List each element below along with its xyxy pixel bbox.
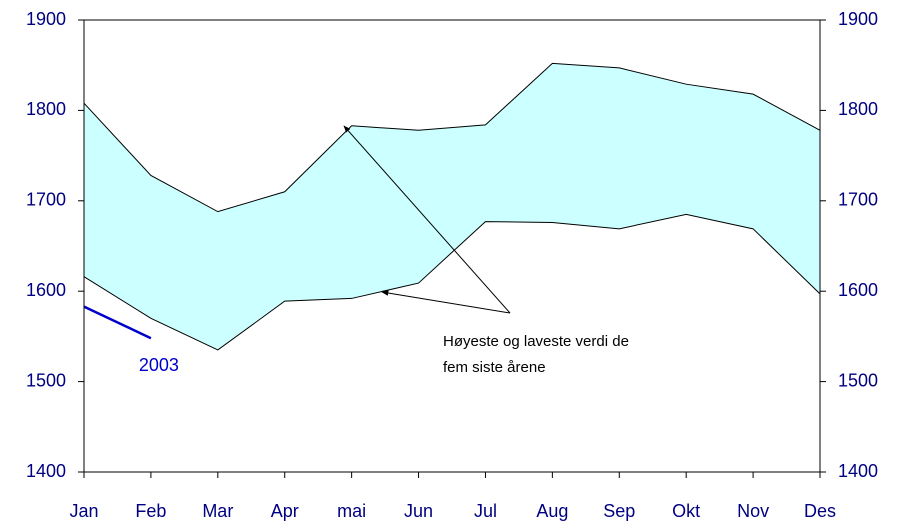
y-tick-label: 1600 [26, 280, 66, 300]
y2-tick-label: 1600 [838, 280, 878, 300]
y2-tick-label: 1500 [838, 370, 878, 390]
x-tick-label: mai [337, 501, 366, 521]
y-tick-label: 1900 [26, 9, 66, 29]
annotation-arrow [343, 125, 511, 314]
annotation: Høyeste og laveste verdi de [443, 333, 629, 350]
x-tick-label: Jan [69, 501, 98, 521]
x-tick-label: Jul [474, 501, 497, 521]
y-tick-label: 1500 [26, 370, 66, 390]
x-tick-label: Des [804, 501, 836, 521]
y2-tick-label: 1700 [838, 190, 878, 210]
x-tick-label: Aug [536, 501, 568, 521]
y-tick-label: 1700 [26, 190, 66, 210]
band-high-line [83, 62, 821, 213]
series-label: 2003 [139, 355, 179, 375]
y-tick-label: 1800 [26, 99, 66, 119]
y2-tick-label: 1800 [838, 99, 878, 119]
x-tick-label: Apr [271, 501, 299, 521]
x-tick-label: Nov [737, 501, 769, 521]
annotation: fem siste årene [443, 359, 546, 376]
y2-tick-label: 1900 [838, 9, 878, 29]
x-tick-label: Okt [672, 501, 700, 521]
plot-frame [83, 19, 821, 473]
band-area [84, 63, 820, 350]
annotation-arrow [381, 290, 511, 314]
y2-tick-label: 1400 [838, 461, 878, 481]
x-tick-label: Mar [202, 501, 233, 521]
y-tick-label: 1400 [26, 461, 66, 481]
x-tick-label: Feb [135, 501, 166, 521]
plot-area: 2003 1400 1500 1600 1700 1800 1900 1400 1500 1600… [26, 9, 878, 521]
x-tick-label: Jun [404, 501, 433, 521]
series-line [83, 305, 152, 340]
x-tick-label: Sep [603, 501, 635, 521]
band-low-line [83, 213, 821, 351]
